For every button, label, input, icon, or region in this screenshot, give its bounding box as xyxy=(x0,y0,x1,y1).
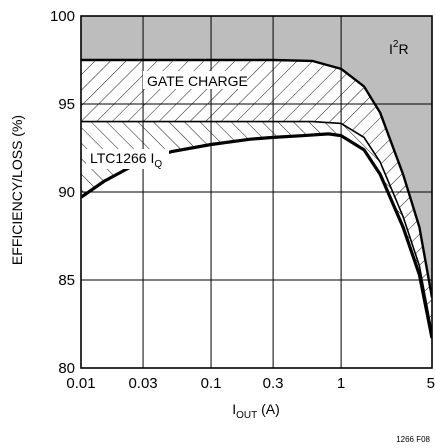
iq-label-bg xyxy=(86,149,169,169)
iq-loss-area xyxy=(81,121,432,339)
x-tick-label-2: 0.1 xyxy=(201,375,222,392)
i2r-label-main: I xyxy=(389,41,393,57)
i2r-label: I2R xyxy=(389,39,409,57)
plot-frame xyxy=(80,15,433,369)
x-tick-label-3: 0.3 xyxy=(263,375,284,392)
x-tick-label-1: 0.03 xyxy=(128,375,157,392)
x-axis-label-main: I xyxy=(232,401,236,417)
x-tick-label-0: 0.01 xyxy=(66,375,95,392)
x-axis-label-unit: (A) xyxy=(257,401,280,417)
x-axis-label-sub: OUT xyxy=(236,410,257,421)
gate-charge-boundary-line xyxy=(81,120,432,333)
y-tick-labels: 80 85 90 95 100 xyxy=(50,8,75,377)
y-tick-label-0: 80 xyxy=(58,360,75,377)
x-tick-label-4: 1 xyxy=(337,375,345,392)
x-tick-label-5: 5 xyxy=(427,375,435,392)
i2r-label-sup: 2 xyxy=(393,39,399,50)
gate-charge-loss-area xyxy=(81,60,432,333)
iq-label: LTC1266 IQ xyxy=(90,150,162,170)
iq-label-main: LTC1266 I xyxy=(90,150,154,166)
i2r-label-tail: R xyxy=(398,41,408,57)
gate-charge-label: GATE CHARGE xyxy=(147,73,248,89)
y-tick-label-3: 95 xyxy=(58,96,75,113)
y-axis-label: EFFICIENCY/LOSS (%) xyxy=(9,115,25,265)
x-tick-labels: 0.01 0.03 0.1 0.3 1 5 xyxy=(66,375,435,392)
x-axis-label: IOUT (A) xyxy=(232,401,280,421)
y-tick-label-1: 85 xyxy=(58,272,75,289)
y-tick-label-4: 100 xyxy=(50,8,75,25)
iq-label-sub: Q xyxy=(154,159,162,170)
gate-charge-label-bg xyxy=(143,71,247,89)
y-tick-label-2: 90 xyxy=(58,184,75,201)
i2r-boundary-line xyxy=(81,58,432,298)
figure-id: 1266 F08 xyxy=(396,435,430,444)
